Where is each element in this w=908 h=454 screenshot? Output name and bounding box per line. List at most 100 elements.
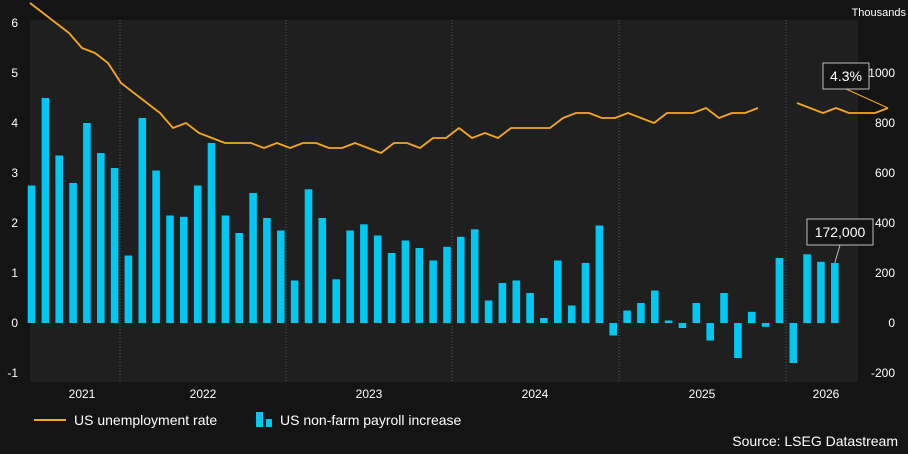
payroll-bar xyxy=(526,293,534,323)
payroll-bar xyxy=(567,305,576,323)
payroll-bar xyxy=(581,263,590,323)
payroll-bar xyxy=(304,189,313,324)
payroll-bar xyxy=(429,260,437,323)
right-axis-ticks: -200 0 200 400 600 800 1000 xyxy=(868,66,895,380)
payroll-bar xyxy=(387,253,396,323)
right-tick-label: -200 xyxy=(871,366,895,380)
payroll-bar xyxy=(595,225,604,323)
payroll-bar xyxy=(249,193,257,323)
source-note: Source: LSEG Datastream xyxy=(732,433,898,449)
payroll-bar xyxy=(97,153,105,323)
payroll-bar xyxy=(124,255,133,323)
x-tick-label: 2024 xyxy=(522,387,549,401)
legend-bar-swatch-small xyxy=(266,419,272,427)
legend-line-label: US unemployment rate xyxy=(74,412,217,428)
left-tick-label: 1 xyxy=(11,266,18,280)
payroll-bar xyxy=(789,323,798,363)
payroll-bar xyxy=(651,290,659,323)
unemployment-series-line xyxy=(29,2,759,154)
payroll-bar xyxy=(221,215,230,323)
payroll-bar xyxy=(817,261,825,324)
payroll-bar xyxy=(360,224,368,324)
payroll-bar xyxy=(180,216,188,324)
x-tick-label: 2022 xyxy=(190,387,217,401)
left-tick-label: 4 xyxy=(11,116,18,130)
payroll-bar xyxy=(290,280,299,323)
payroll-bar xyxy=(609,323,617,336)
payroll-bar xyxy=(332,279,340,324)
payroll-bar xyxy=(373,235,382,323)
left-tick-label: 0 xyxy=(11,316,18,330)
payroll-bar xyxy=(443,246,451,324)
right-axis-unit: Thousands xyxy=(852,7,907,19)
payroll-bar xyxy=(512,280,521,323)
payroll-callout-leader xyxy=(834,244,841,264)
payroll-bar xyxy=(401,240,410,323)
right-tick-label: 400 xyxy=(875,216,895,230)
payroll-bar xyxy=(540,318,548,323)
right-tick-label: 0 xyxy=(888,316,895,330)
right-tick-label: 800 xyxy=(875,116,895,130)
payroll-bar xyxy=(263,218,271,323)
payroll-callout: 172,000 xyxy=(806,218,874,264)
legend: US unemployment rate US non-farm payroll… xyxy=(34,412,462,428)
payroll-callout-box xyxy=(806,218,874,246)
unemployment-callout-leader xyxy=(845,88,889,109)
payroll-bar xyxy=(761,323,770,327)
payroll-bar xyxy=(720,293,728,323)
left-tick-label: -1 xyxy=(7,366,18,380)
payroll-bar xyxy=(692,303,701,323)
payroll-bar xyxy=(27,185,36,323)
payroll-bar xyxy=(554,260,562,323)
payroll-bar xyxy=(166,215,174,323)
payroll-bar xyxy=(41,98,50,323)
payroll-bar xyxy=(138,118,147,323)
left-axis-ticks: -1 0 1 2 3 4 5 6 xyxy=(7,16,18,380)
payroll-bar xyxy=(498,283,507,323)
unemployment-line xyxy=(29,2,889,154)
payroll-bar xyxy=(678,323,687,328)
legend-bar-swatch xyxy=(256,412,263,427)
payroll-bar xyxy=(803,254,811,324)
payroll-bar xyxy=(664,320,673,323)
x-axis-ticks: 2021 2022 2023 2024 2025 2026 xyxy=(69,387,840,401)
left-tick-label: 5 xyxy=(11,66,18,80)
payroll-bar xyxy=(235,233,243,323)
payroll-bar xyxy=(470,229,479,324)
payroll-bar xyxy=(706,323,714,341)
payroll-bar xyxy=(55,155,63,323)
unemployment-callout-box xyxy=(822,62,870,90)
payroll-bar xyxy=(193,185,202,323)
payroll-bar xyxy=(457,236,465,324)
payroll-bar xyxy=(831,263,839,323)
x-tick-label: 2023 xyxy=(356,387,383,401)
payroll-bar xyxy=(152,170,160,323)
x-tick-label: 2025 xyxy=(689,387,716,401)
left-tick-label: 6 xyxy=(11,16,18,30)
left-tick-label: 2 xyxy=(11,216,18,230)
legend-bar-label: US non-farm payroll increase xyxy=(280,412,462,428)
right-tick-label: 200 xyxy=(875,266,895,280)
payroll-bar xyxy=(207,143,216,323)
payroll-bar xyxy=(415,248,424,323)
payroll-bar xyxy=(277,230,285,323)
unemployment-series-line xyxy=(796,102,889,114)
payroll-bar xyxy=(69,183,77,323)
payroll-bar xyxy=(83,123,91,323)
x-tick-label: 2021 xyxy=(69,387,96,401)
payroll-bar xyxy=(484,300,493,323)
payroll-callout-label: 172,000 xyxy=(815,224,866,240)
unemployment-callout-label: 4.3% xyxy=(830,68,862,84)
payroll-bar xyxy=(110,168,119,323)
right-tick-label: 1000 xyxy=(868,66,895,80)
payroll-bars xyxy=(27,98,839,363)
payroll-bar xyxy=(623,310,631,323)
left-tick-label: 3 xyxy=(11,166,18,180)
payroll-bar xyxy=(637,303,645,323)
unemployment-callout: 4.3% xyxy=(822,62,889,109)
payroll-bar xyxy=(747,311,756,324)
payroll-bar xyxy=(734,323,742,358)
x-tick-label: 2026 xyxy=(813,387,840,401)
payroll-bar xyxy=(318,218,327,323)
